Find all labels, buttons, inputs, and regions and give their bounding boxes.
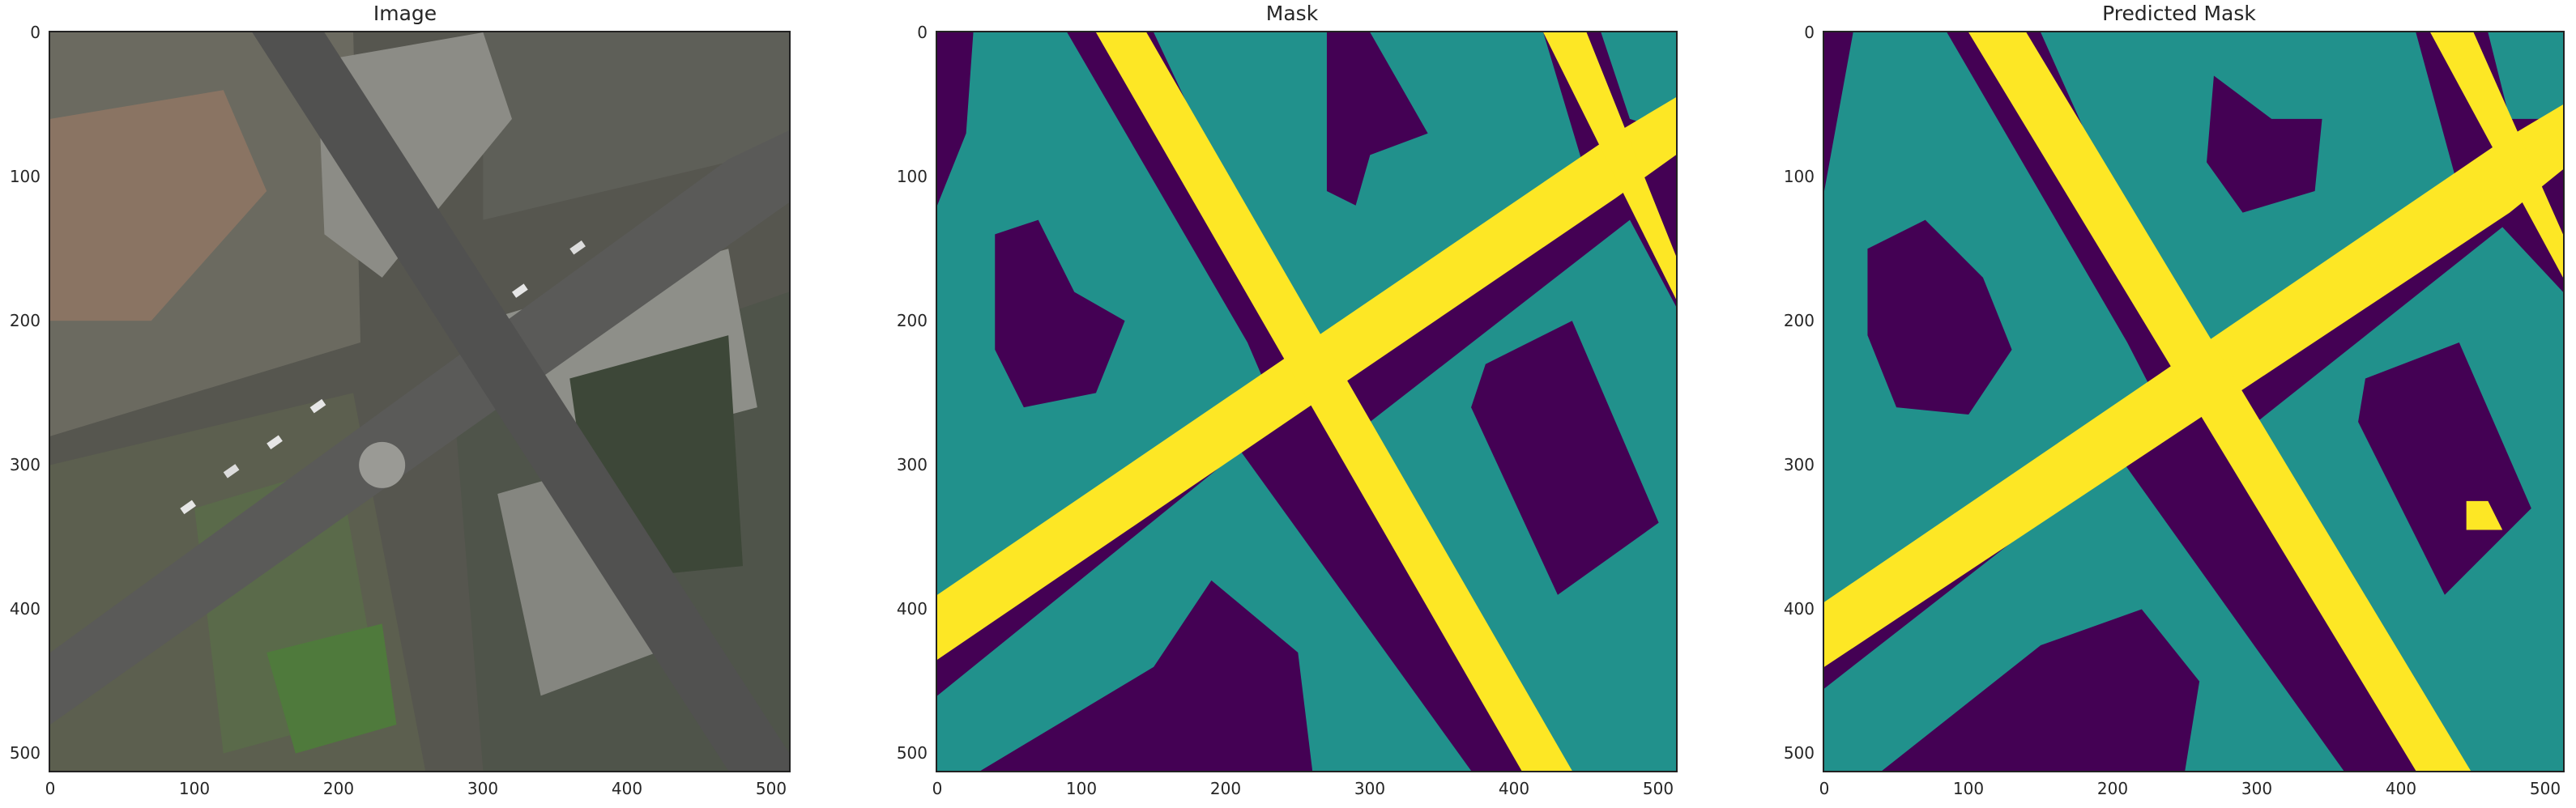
y-tick-label: 0 (917, 23, 928, 42)
y-tick-label: 400 (896, 599, 928, 619)
x-tick-label: 300 (1354, 779, 1386, 798)
panel-image: Image 0 (0, 0, 810, 808)
aerial-image (49, 31, 791, 772)
y-tick-label: 0 (1804, 23, 1815, 42)
x-tick-label: 500 (1642, 779, 1674, 798)
x-tick-label: 100 (1952, 779, 1985, 798)
y-tick-label: 200 (896, 311, 928, 330)
mask-drawing (937, 32, 1676, 771)
panel-title-predicted: Predicted Mask (2102, 2, 2256, 25)
x-tick-label: 400 (1498, 779, 1530, 798)
y-tick-label: 200 (1783, 311, 1815, 330)
panel-title-image: Image (373, 2, 437, 25)
y-tick-label: 500 (896, 743, 928, 763)
y-tick-label: 200 (9, 311, 41, 330)
y-tick-label: 300 (1783, 455, 1815, 474)
panel-title-mask: Mask (1265, 2, 1319, 25)
x-tick-label: 400 (2385, 779, 2417, 798)
x-tick-label: 0 (1819, 779, 1830, 798)
x-tick-label: 0 (45, 779, 56, 798)
x-tick-label: 300 (2241, 779, 2273, 798)
y-tick-label: 100 (1783, 167, 1815, 186)
y-tick-label: 100 (896, 167, 928, 186)
x-tick-label: 500 (755, 779, 787, 798)
aerial-image-drawing (50, 32, 789, 771)
x-tick-label: 100 (178, 779, 211, 798)
y-tick-label: 400 (1783, 599, 1815, 619)
y-tick-label: 100 (9, 167, 41, 186)
predicted-mask-drawing (1824, 32, 2563, 771)
panel-mask: Mask 0 100 200 300 400 500 0 100 200 300… (887, 0, 1697, 808)
y-tick-label: 0 (30, 23, 41, 42)
x-tick-label: 200 (1209, 779, 1242, 798)
x-tick-label: 300 (467, 779, 499, 798)
y-tick-label: 500 (9, 743, 41, 763)
panel-predicted: Predicted Mask 0 100 200 300 400 500 0 1… (1774, 0, 2576, 808)
x-tick-label: 500 (2529, 779, 2561, 798)
x-tick-label: 0 (932, 779, 943, 798)
mask-image (936, 31, 1678, 772)
y-tick-label: 300 (9, 455, 41, 474)
y-tick-label: 300 (896, 455, 928, 474)
x-tick-label: 100 (1065, 779, 1098, 798)
predicted-mask-image (1823, 31, 2565, 772)
x-tick-label: 200 (2096, 779, 2129, 798)
x-tick-label: 200 (322, 779, 355, 798)
y-tick-label: 400 (9, 599, 41, 619)
x-tick-label: 400 (611, 779, 643, 798)
y-tick-label: 500 (1783, 743, 1815, 763)
